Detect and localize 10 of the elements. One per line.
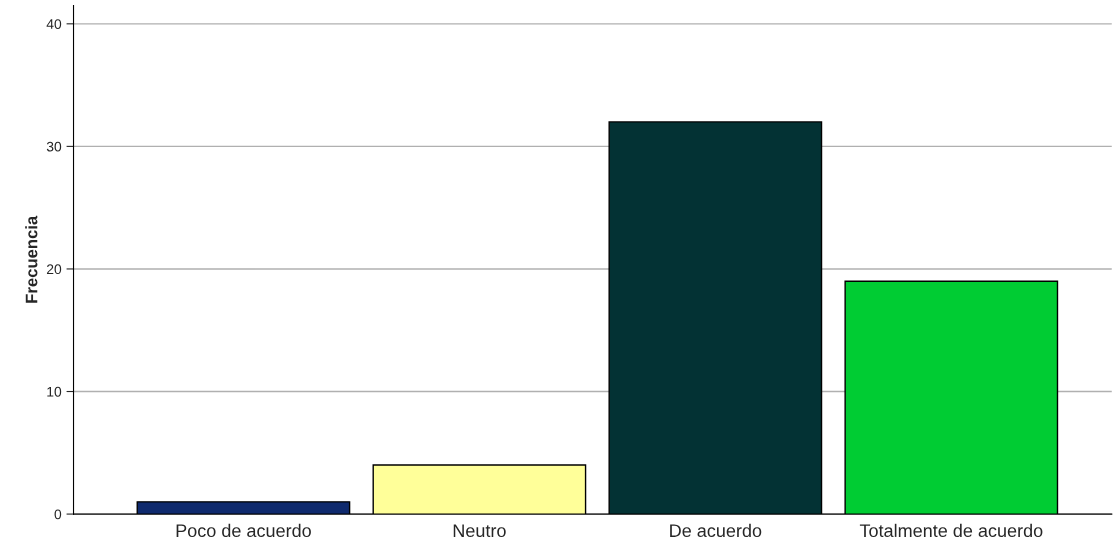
- x-tick-label: Neutro: [453, 524, 506, 538]
- x-tick-label: Poco de acuerdo: [176, 523, 311, 538]
- y-tick-label: 0: [54, 509, 62, 520]
- y-tick-label: 30: [46, 141, 62, 152]
- y-tick-label: 10: [47, 386, 62, 397]
- x-tick-label: Totalmente de acuerdo: [859, 523, 1043, 538]
- y-tick-label: 40: [46, 19, 62, 29]
- y-axis-title: Frecuencia: [25, 215, 38, 303]
- y-tick-label: 20: [46, 264, 62, 275]
- x-tick-label: De acuerdo: [670, 523, 762, 538]
